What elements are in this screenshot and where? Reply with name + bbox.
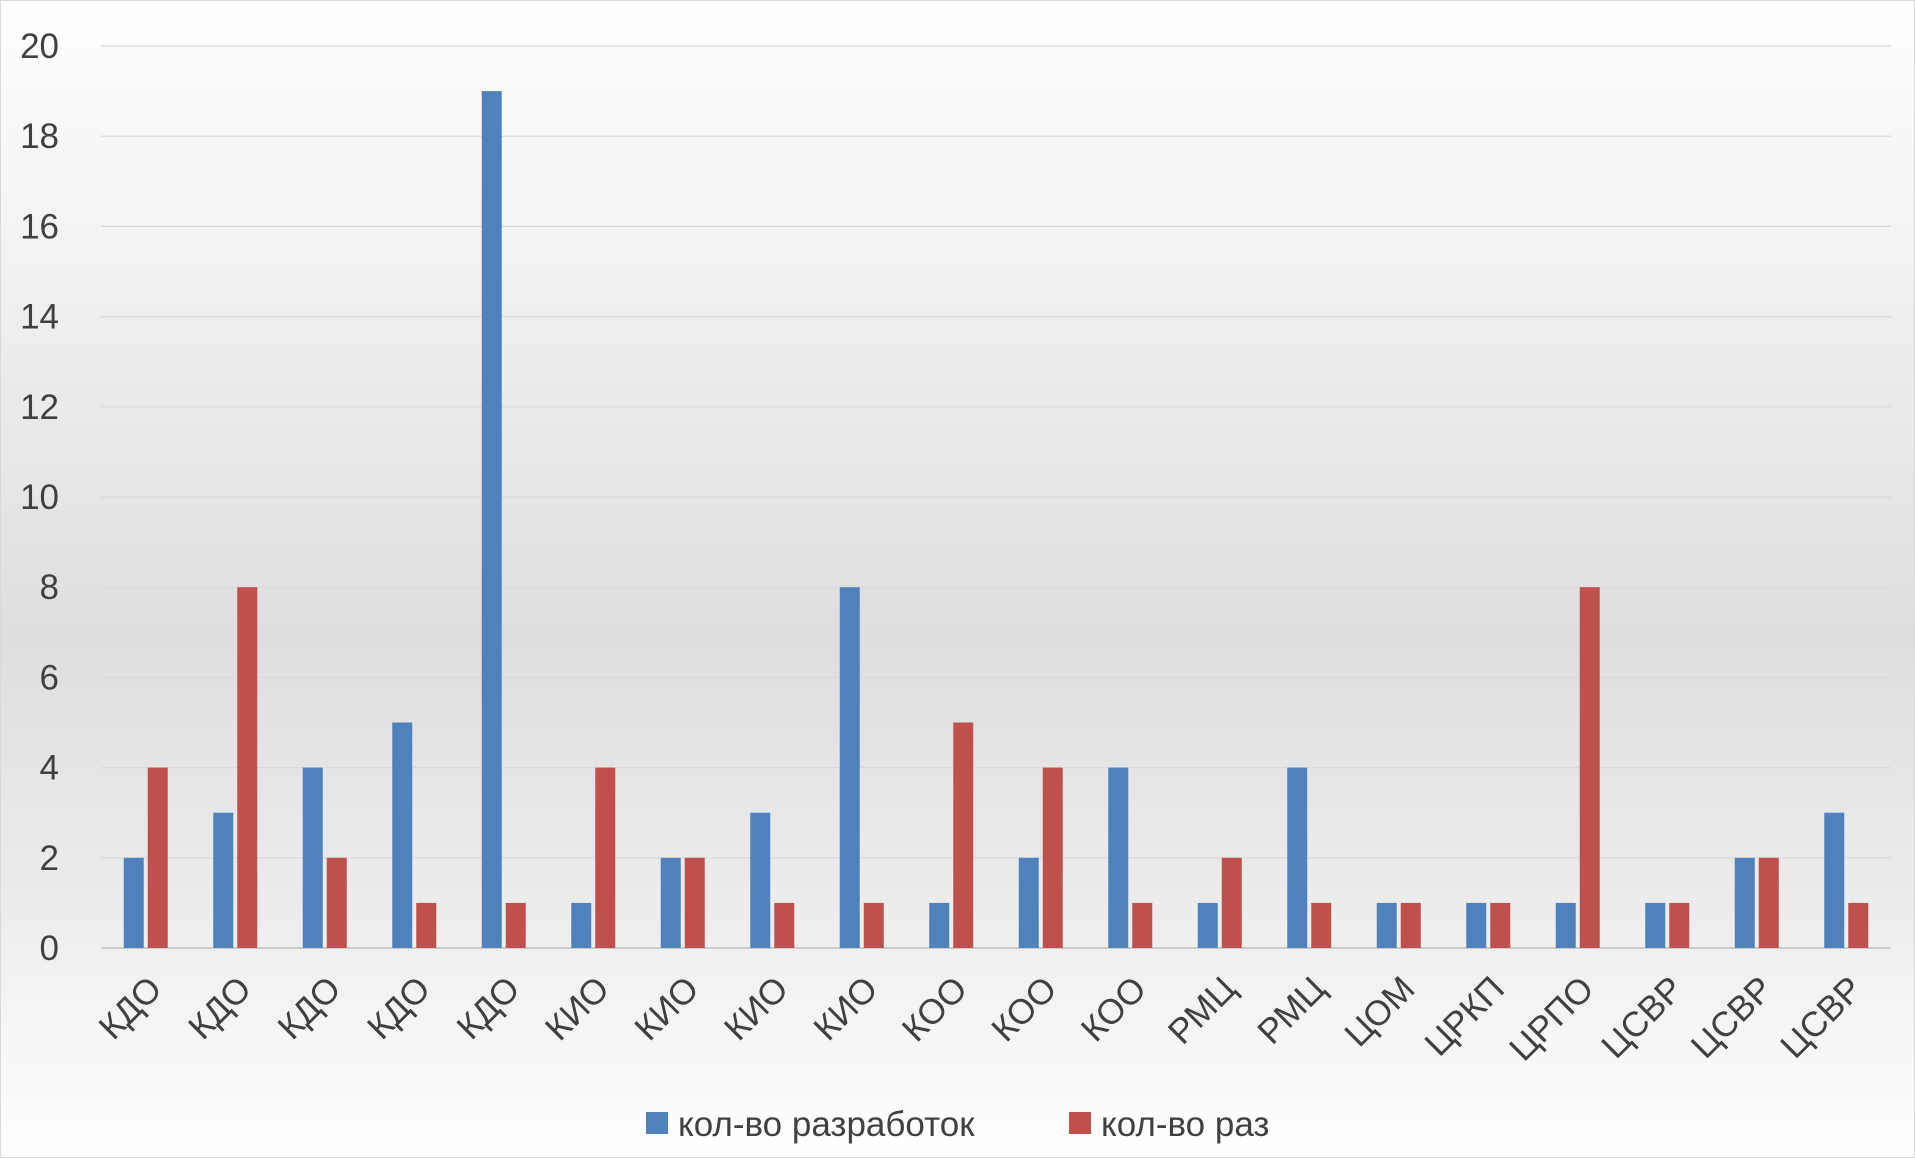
x-category-label: ЦСВР [1684, 969, 1781, 1066]
legend-label: кол-во раз [1101, 1105, 1269, 1144]
bar-times [237, 587, 258, 948]
legend-swatch [1069, 1112, 1091, 1134]
bar-times [1311, 902, 1332, 948]
x-category-label: КОО [895, 969, 975, 1049]
bar-times [1132, 902, 1153, 948]
y-axis-ticks: 0 2 4 6 8 10 12 14 16 18 20 [20, 27, 59, 968]
x-category-label: ЦОМ [1337, 969, 1422, 1054]
bar-times [1221, 857, 1242, 948]
bar-developments [929, 902, 950, 948]
y-tick-label: 2 [40, 839, 59, 878]
x-category-label: КОО [1074, 969, 1154, 1049]
y-tick-label: 0 [40, 929, 59, 968]
x-category-label: КОО [984, 969, 1064, 1049]
y-tick-label: 10 [20, 478, 59, 517]
legend: кол-во разработок кол-во раз [646, 1105, 1269, 1144]
bar-developments [1108, 767, 1129, 948]
bar-developments [839, 587, 860, 948]
bar-developments [571, 902, 592, 948]
y-tick-label: 12 [20, 388, 59, 427]
bar-times [1400, 902, 1421, 948]
x-category-label: КИО [627, 969, 706, 1048]
y-tick-label: 6 [40, 658, 59, 697]
legend-label: кол-во разработок [678, 1105, 975, 1144]
bar-times [1579, 587, 1600, 948]
bar-developments [1197, 902, 1218, 948]
bar-times [953, 722, 974, 948]
x-category-label: РМЦ [1161, 969, 1244, 1052]
bar-times [326, 857, 347, 948]
bar-times [505, 902, 526, 948]
x-category-label: КДО [91, 969, 169, 1047]
x-category-label: КИО [717, 969, 796, 1048]
bar-developments [1466, 902, 1487, 948]
x-category-label: КИО [806, 969, 885, 1048]
bar-developments [213, 812, 234, 948]
bar-developments [1734, 857, 1755, 948]
bar-developments [392, 722, 413, 948]
x-category-label: КДО [181, 969, 259, 1047]
bar-developments [1645, 902, 1666, 948]
x-category-label: ЦСВР [1773, 969, 1870, 1066]
bar-times [684, 857, 705, 948]
bar-times [1758, 857, 1779, 948]
gridlines [101, 45, 1891, 949]
x-category-label: КДО [449, 969, 527, 1047]
bar-times [1848, 902, 1869, 948]
bar-times [147, 767, 168, 948]
bar-times [774, 902, 795, 948]
bar-times [863, 902, 884, 948]
bar-developments [750, 812, 771, 948]
bar-developments [1555, 902, 1576, 948]
bar-developments [1287, 767, 1308, 948]
y-tick-label: 14 [20, 298, 59, 337]
bar-times [1490, 902, 1511, 948]
legend-swatch [646, 1112, 668, 1134]
x-category-label: ЦРПО [1502, 969, 1601, 1068]
bar-developments [481, 91, 502, 949]
bar-developments [1376, 902, 1397, 948]
bar-developments [660, 857, 681, 948]
x-category-label: КДО [270, 969, 348, 1047]
bar-developments [1824, 812, 1845, 948]
y-tick-label: 18 [20, 117, 59, 156]
x-category-label: ЦСВР [1594, 969, 1691, 1066]
bar-times [1042, 767, 1063, 948]
x-category-label: КИО [538, 969, 617, 1048]
bars [123, 91, 1869, 949]
bar-developments [123, 857, 144, 948]
y-tick-label: 8 [40, 568, 59, 607]
bar-times [416, 902, 437, 948]
bar-times [595, 767, 616, 948]
x-category-label: ЦРКП [1417, 969, 1512, 1064]
y-tick-label: 4 [40, 749, 59, 788]
bar-developments [1018, 857, 1039, 948]
x-axis-labels: КДО КДО КДО КДО КДО КИО КИО КИО КИО КОО КОО КОО РМЦ Р… [91, 969, 1870, 1069]
bar-developments [302, 767, 323, 948]
x-category-label: КДО [360, 969, 438, 1047]
y-tick-label: 16 [20, 207, 59, 246]
x-category-label: РМЦ [1250, 969, 1333, 1052]
y-tick-label: 20 [20, 27, 59, 66]
bar-times [1669, 902, 1690, 948]
